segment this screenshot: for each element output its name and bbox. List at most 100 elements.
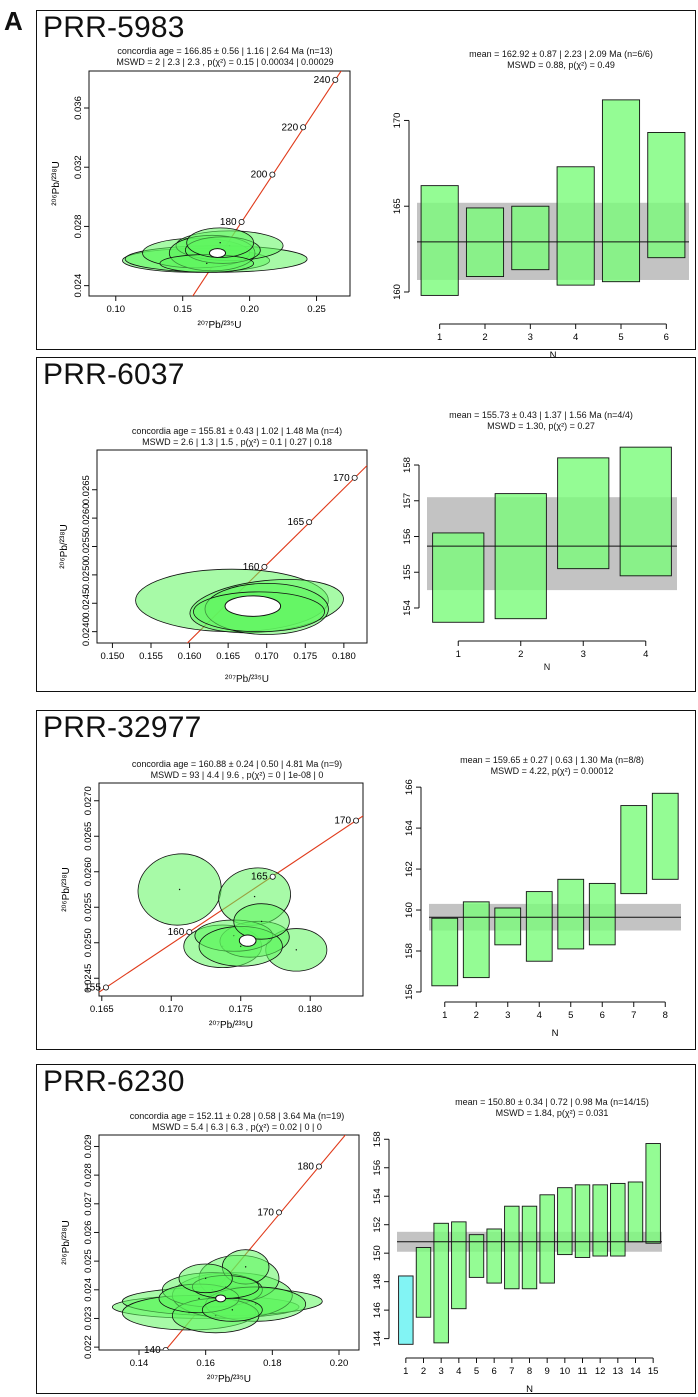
x-tick-label: 0.15 xyxy=(173,304,192,315)
x-tick-label: 4 xyxy=(643,649,648,660)
rejected-age-bar xyxy=(398,1275,414,1345)
age-bar xyxy=(557,878,585,950)
age-bar xyxy=(601,99,641,283)
age-marker-label: 160 xyxy=(168,927,185,938)
n-axis-label: N xyxy=(550,350,557,361)
x-tick-label: 0.165 xyxy=(90,1004,114,1015)
age-marker xyxy=(275,1209,282,1216)
age-marker-label: 140 xyxy=(144,1345,161,1356)
y-tick-label: 0.027 xyxy=(83,1192,94,1216)
y-tick-label: 0.0260 xyxy=(83,857,94,886)
y-tick-label: 157 xyxy=(402,493,413,509)
y-tick-label: 0.022 xyxy=(83,1335,94,1359)
mean-stats-line2: MSWD = 0.88, p(χ²) = 0.49 xyxy=(507,60,615,70)
x-tick-label: 0.170 xyxy=(159,1004,183,1015)
age-bar xyxy=(647,132,686,259)
x-tick-label: 10 xyxy=(560,1366,571,1377)
plot-area xyxy=(99,815,363,993)
x-tick-label: 0.20 xyxy=(330,1358,349,1369)
age-bar xyxy=(556,166,595,286)
x-tick-label: 4 xyxy=(537,1010,542,1021)
y-tick-label: 148 xyxy=(372,1274,383,1290)
concordia-stats-line1: concordia age = 166.85 ± 0.56 | 1.16 | 2… xyxy=(117,46,333,56)
ellipse-center xyxy=(244,1266,247,1268)
age-bar xyxy=(645,1143,661,1244)
age-bar xyxy=(451,1221,467,1310)
mean-stats-line2: MSWD = 4.22, p(χ²) = 0.00012 xyxy=(490,766,614,776)
concordia-stats-line2: MSWD = 2.6 | 1.3 | 1.5 , p(χ²) = 0.1 | 0… xyxy=(142,437,332,447)
x-tick-label: 0.20 xyxy=(240,304,259,315)
x-tick-label: 1 xyxy=(403,1366,408,1377)
y-tick-label: 160 xyxy=(392,284,403,300)
age-marker xyxy=(162,1347,169,1350)
y-tick-label: 166 xyxy=(404,779,415,795)
x-tick-label: 0.170 xyxy=(255,651,279,662)
concordia-plot: 140 170 180 0.14 0.16 0.18 0.20 0.022 0.023 0.024… xyxy=(61,1134,360,1385)
mean-stats-line1: mean = 159.65 ± 0.27 | 0.63 | 1.30 Ma (n… xyxy=(460,755,644,765)
y-tick-label: 0.0240 xyxy=(81,617,92,646)
x-tick-label: 2 xyxy=(421,1366,426,1377)
y-tick-label: 158 xyxy=(402,457,413,473)
age-marker-label: 170 xyxy=(334,816,351,827)
x-tick-label: 5 xyxy=(568,1010,573,1021)
concordia-stats-line2: MSWD = 5.4 | 6.3 | 6.3 , p(χ²) = 0.02 | … xyxy=(152,1122,322,1132)
y-tick-label: 0.0250 xyxy=(81,560,92,589)
concordia-plot: 180 200 220 240 0.10 0.15 0.20 0.25 0.024 0.028 0.… xyxy=(51,70,351,331)
mean-stats: mean = 159.65 ± 0.27 | 0.63 | 1.30 Ma (n… xyxy=(427,755,677,777)
plot-frame xyxy=(88,70,351,297)
ellipse-center xyxy=(260,920,263,923)
age-bar xyxy=(468,1234,485,1278)
ellipse-center xyxy=(206,262,208,265)
x-tick-label: 3 xyxy=(528,332,533,343)
x-tick-label: 0.180 xyxy=(298,1004,322,1015)
x-tick-label: 2 xyxy=(474,1010,479,1021)
weighted-mean-plot: 160 165 170 1 2 3 4 5 6 N xyxy=(392,99,689,361)
x-tick-label: 0.25 xyxy=(307,304,326,315)
y-tick-label: 164 xyxy=(404,820,415,836)
panel-title: PRR-32977 xyxy=(43,711,202,744)
y-tick-label: 0.024 xyxy=(83,1278,94,1302)
age-bar xyxy=(494,907,522,946)
concordia-stats-line1: concordia age = 155.81 ± 0.43 | 1.02 | 1… xyxy=(131,426,343,436)
plot-frame xyxy=(98,782,364,997)
mean-stats: mean = 162.92 ± 0.87 | 2.23 | 2.09 Ma (n… xyxy=(441,49,681,71)
age-bar xyxy=(415,1247,432,1318)
x-tick-label: 5 xyxy=(618,332,623,343)
panel-title: PRR-6230 xyxy=(43,1065,185,1098)
age-marker-label: 220 xyxy=(281,122,298,133)
n-axis-label: N xyxy=(526,1384,533,1395)
x-tick-label: 1 xyxy=(437,332,442,343)
ellipse-center xyxy=(198,1297,200,1300)
concordia-age-ellipse xyxy=(208,248,227,259)
x-tick-label: 13 xyxy=(613,1366,624,1377)
age-bar xyxy=(511,205,550,271)
concordia-plot: 160 165 170 0.150 0.155 0.160 0.165 0.170 0.175 0… xyxy=(59,449,368,662)
mean-error-band xyxy=(417,202,689,280)
y-tick-label: 152 xyxy=(372,1217,383,1233)
age-bar xyxy=(651,792,679,880)
age-bar xyxy=(610,1182,626,1257)
y-tick-label: 150 xyxy=(372,1245,383,1261)
n-axis-label: N xyxy=(543,662,551,672)
age-marker-label: 170 xyxy=(333,473,350,484)
x-tick-label: 8 xyxy=(663,1010,668,1021)
age-bar xyxy=(627,1181,644,1243)
y-tick-label: 160 xyxy=(404,902,415,918)
y-axis-label: ²⁰⁶Pb/²³⁸U xyxy=(61,867,72,912)
weighted-mean-plot: 156 158 160 162 164 166 1 2 3 4 5 6 7 8 N xyxy=(404,779,681,1039)
x-tick-label: 3 xyxy=(439,1366,444,1377)
x-tick-label: 7 xyxy=(631,1010,636,1021)
concordia-age-ellipse xyxy=(224,595,282,617)
age-marker-label: 180 xyxy=(220,217,237,228)
x-tick-label: 8 xyxy=(527,1366,532,1377)
x-tick-label: 0.18 xyxy=(263,1358,282,1369)
x-tick-label: 14 xyxy=(630,1366,641,1377)
y-tick-label: 0.0260 xyxy=(81,504,92,533)
age-marker xyxy=(353,817,360,824)
y-axis-label: ²⁰⁶Pb/²³⁸U xyxy=(51,161,62,206)
ellipse-center xyxy=(253,895,256,898)
age-marker-label: 160 xyxy=(243,562,260,573)
x-tick-label: 0.150 xyxy=(101,651,125,662)
age-bar xyxy=(494,493,547,620)
